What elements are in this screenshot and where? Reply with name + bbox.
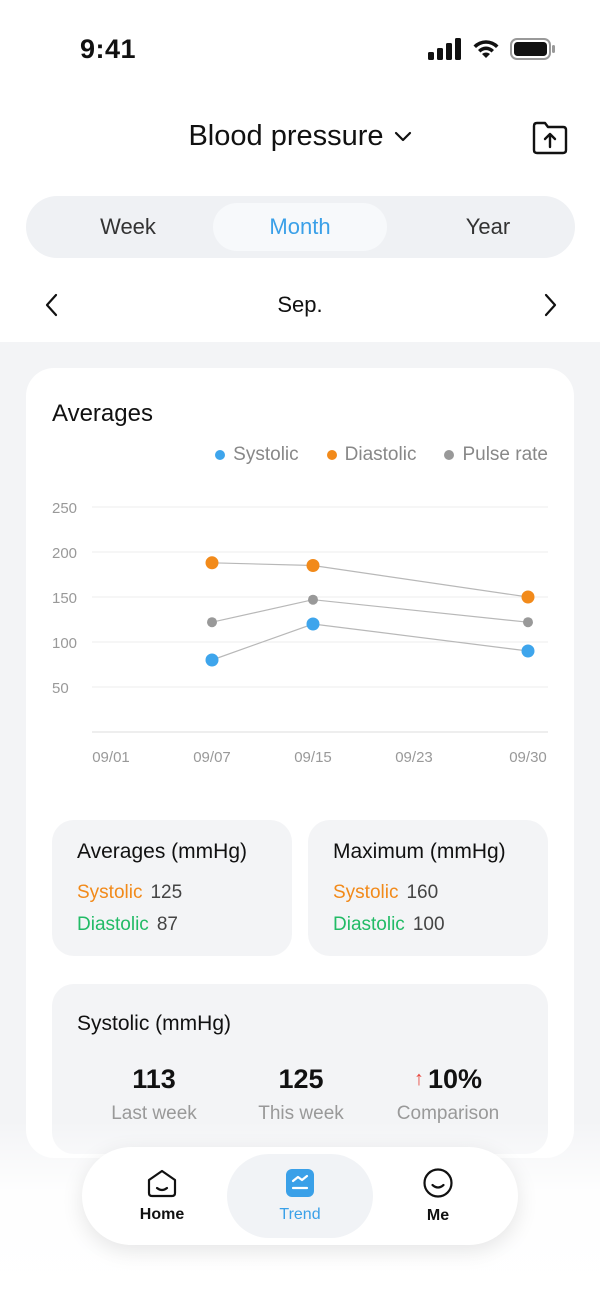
point-systolic-09-07 xyxy=(205,653,219,667)
legend-label-diastolic: Diastolic xyxy=(344,444,417,465)
averages-mmhg-title: Averages (mmHg) xyxy=(77,840,247,863)
bottom-tab-bar: Home Trend Me xyxy=(82,1147,518,1245)
this-week-label: This week xyxy=(258,1103,344,1124)
legend-dot-pulse-rate xyxy=(444,450,455,460)
averages-diastolic-label: Diastolic xyxy=(77,914,149,935)
series-line-diastolic xyxy=(211,562,529,598)
legend-pulse-rate: Pulse rate xyxy=(444,444,548,466)
legend-label-pulse-rate: Pulse rate xyxy=(462,444,548,465)
x-tick-label-09-30: 09/30 xyxy=(509,749,547,766)
comparison-stat: ↑ 10% Comparison xyxy=(373,1064,523,1125)
averages-diastolic-row: Diastolic 87 xyxy=(77,914,178,936)
tab-week[interactable]: Week xyxy=(100,214,156,239)
last-week-value: 113 xyxy=(132,1064,176,1094)
averages-line-chart: 50 100 150 200 250 09/01 09/07 09/15 09/23 09/30 xyxy=(52,500,548,766)
chevron-left-icon[interactable] xyxy=(40,292,64,318)
chart-legend: Systolic Diastolic Pulse rate xyxy=(215,444,548,466)
tab-month[interactable]: Month xyxy=(213,203,387,251)
last-week-label: Last week xyxy=(111,1103,197,1124)
y-tick-label-100: 100 xyxy=(52,635,77,652)
arrow-up-icon: ↑ xyxy=(413,1068,424,1090)
y-tick-label-150: 150 xyxy=(52,590,77,607)
tab-home-label: Home xyxy=(139,1206,185,1223)
maximum-systolic-value: 160 xyxy=(406,882,439,903)
comparison-label: Comparison xyxy=(396,1103,500,1124)
this-week-value: 125 xyxy=(278,1064,324,1094)
averages-title: Averages xyxy=(52,400,153,427)
x-tick-label-09-23: 09/23 xyxy=(395,749,433,766)
maximum-mmhg-box: Maximum (mmHg) Systolic 160 Diastolic 100 xyxy=(308,820,548,956)
y-tick-label-250: 250 xyxy=(52,500,77,517)
signal-icon xyxy=(428,38,461,60)
maximum-diastolic-row: Diastolic 100 xyxy=(333,914,445,936)
tab-trend[interactable]: Trend xyxy=(227,1154,373,1238)
systolic-mmhg-title: Systolic (mmHg) xyxy=(77,1012,232,1035)
last-week-stat: 113 Last week xyxy=(79,1064,229,1125)
comparison-value: 10% xyxy=(427,1064,483,1094)
y-tick-label-50: 50 xyxy=(52,680,69,697)
series-line-pulse-rate xyxy=(211,599,529,623)
battery-icon xyxy=(510,38,555,60)
wifi-icon xyxy=(473,40,499,58)
folder-upload-icon[interactable] xyxy=(530,120,570,156)
maximum-systolic-label: Systolic xyxy=(333,882,399,903)
y-tick-label-200: 200 xyxy=(52,545,77,562)
chevron-right-icon[interactable] xyxy=(538,292,562,318)
legend-systolic: Systolic xyxy=(215,444,299,466)
status-bar: 9:41 xyxy=(0,0,600,100)
point-systolic-09-15 xyxy=(306,617,320,631)
smiley-face-icon xyxy=(423,1168,453,1198)
comparison-value-row: ↑ 10% xyxy=(373,1064,523,1095)
period-label: Sep. xyxy=(277,292,323,317)
point-systolic-09-30 xyxy=(521,644,535,658)
page-title: Blood pressure xyxy=(188,120,384,152)
point-diastolic-09-30 xyxy=(521,590,535,604)
header: Blood pressure xyxy=(0,112,600,168)
tab-me-label: Me xyxy=(426,1207,450,1224)
tab-year[interactable]: Year xyxy=(465,214,511,239)
x-tick-label-09-15: 09/15 xyxy=(294,749,332,766)
maximum-diastolic-value: 100 xyxy=(412,914,445,935)
tab-home[interactable]: Home xyxy=(89,1154,235,1238)
period-navigator: Sep. xyxy=(0,280,600,328)
x-tick-label-09-01: 09/01 xyxy=(92,749,130,766)
point-pulse-rate-09-15 xyxy=(308,594,318,605)
tab-trend-label: Trend xyxy=(279,1206,321,1223)
averages-mmhg-box: Averages (mmHg) Systolic 125 Diastolic 87 xyxy=(52,820,292,956)
maximum-diastolic-label: Diastolic xyxy=(333,914,405,935)
point-pulse-rate-09-07 xyxy=(207,617,217,628)
legend-diastolic: Diastolic xyxy=(326,444,417,466)
status-icons xyxy=(428,38,556,60)
this-week-stat: 125 This week xyxy=(226,1064,376,1125)
legend-dot-diastolic xyxy=(326,450,337,460)
averages-systolic-label: Systolic xyxy=(77,882,143,903)
point-pulse-rate-09-30 xyxy=(523,617,533,628)
x-tick-label-09-07: 09/07 xyxy=(193,749,231,766)
averages-card: Averages Systolic Diastolic Pulse rate 5… xyxy=(26,368,574,1158)
legend-dot-systolic xyxy=(215,450,226,460)
maximum-mmhg-title: Maximum (mmHg) xyxy=(333,840,506,863)
title-dropdown[interactable]: Blood pressure xyxy=(0,120,600,153)
period-segmented-control: Week Month Year xyxy=(26,196,575,258)
status-time: 9:41 xyxy=(80,34,137,64)
trend-icon xyxy=(286,1169,314,1197)
averages-diastolic-value: 87 xyxy=(156,914,178,935)
averages-systolic-row: Systolic 125 xyxy=(77,882,182,904)
point-diastolic-09-15 xyxy=(306,559,320,572)
maximum-systolic-row: Systolic 160 xyxy=(333,882,438,904)
point-diastolic-09-07 xyxy=(205,556,219,570)
home-icon xyxy=(147,1169,177,1198)
chevron-down-icon xyxy=(394,131,411,141)
tab-me[interactable]: Me xyxy=(365,1154,511,1238)
averages-systolic-value: 125 xyxy=(150,882,183,903)
legend-label-systolic: Systolic xyxy=(233,444,299,465)
